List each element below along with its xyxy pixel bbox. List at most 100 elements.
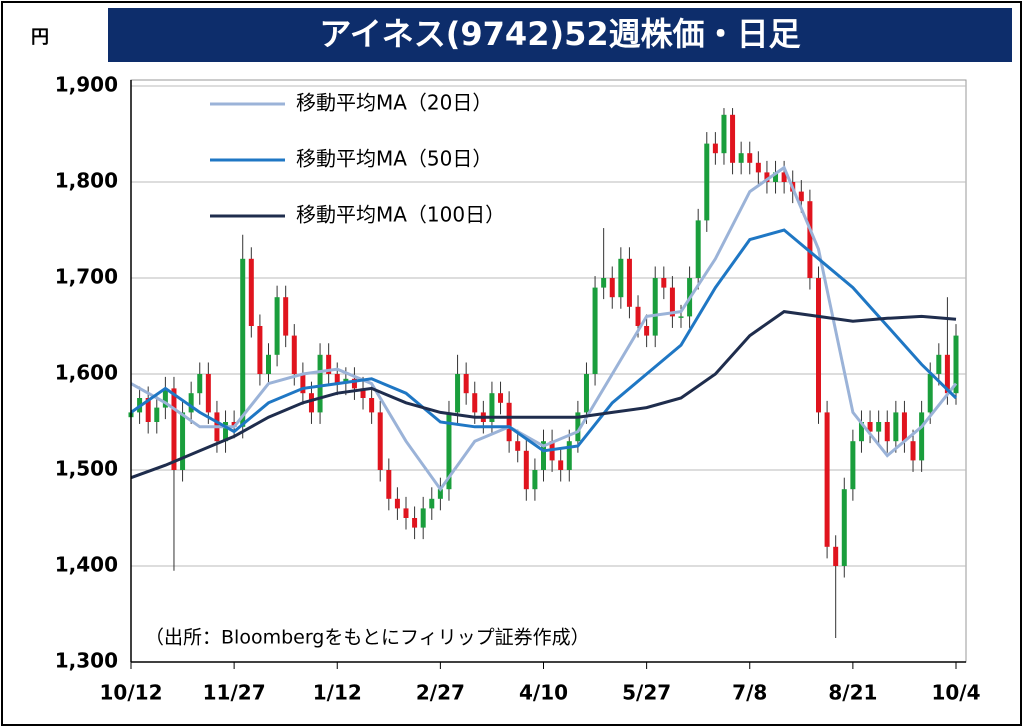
candle-body [498, 393, 504, 403]
y-tick-label: 1,600 [55, 361, 118, 385]
candle-body [884, 422, 890, 442]
candle-body [154, 407, 160, 422]
legend-label: 移動平均MA（50日） [296, 147, 492, 171]
candle-body [833, 546, 839, 566]
candle-body [308, 393, 314, 413]
candle-body [730, 114, 736, 163]
candle-body [755, 162, 761, 173]
candle-body [300, 374, 306, 394]
candle-body [583, 374, 589, 413]
candle-body [515, 441, 521, 451]
candle-body [661, 278, 667, 288]
candle-body [867, 422, 873, 432]
plot-area [130, 79, 967, 663]
candle-body [695, 220, 701, 278]
candle-body [678, 316, 684, 318]
candle-body [412, 518, 418, 528]
x-tick-label: 2/27 [416, 681, 465, 705]
candle-body [858, 422, 864, 442]
candle-body [472, 393, 478, 413]
x-tick-label: 5/27 [622, 681, 671, 705]
candle-body [609, 278, 615, 298]
candle-body [360, 388, 366, 398]
candle-body [635, 306, 641, 326]
chart-title: アイネス(9742)52週株価・日足 [319, 15, 800, 53]
candle-body [429, 498, 435, 509]
candle-body [351, 378, 357, 389]
candle-body [446, 412, 452, 490]
candle-body [936, 354, 942, 374]
candle-body [824, 412, 830, 547]
candle-body [652, 278, 658, 336]
candle-body [317, 354, 323, 413]
candle-body [506, 402, 512, 442]
candle-body [927, 374, 933, 413]
title-banner [108, 8, 1012, 62]
candle-body [257, 326, 263, 374]
candle-body [738, 153, 744, 163]
source-note: （出所：Bloombergをもとにフィリップ証券作成） [145, 627, 590, 649]
candle-body [626, 258, 632, 307]
candle-body [523, 450, 529, 490]
y-tick-label: 1,400 [55, 553, 118, 577]
x-tick-label: 1/12 [313, 681, 362, 705]
candle-body [326, 354, 332, 374]
candle-body [403, 508, 409, 518]
x-tick-label: 10/4 [931, 681, 980, 705]
candle-body [747, 153, 753, 163]
candle-body [205, 374, 211, 413]
candle-body [541, 441, 546, 470]
candle-body [386, 470, 392, 499]
candle-body [773, 172, 779, 182]
candle-body [223, 422, 229, 442]
candle-body [876, 422, 882, 432]
ma-line [130, 165, 958, 492]
ma-line [130, 228, 958, 453]
candle-body [455, 374, 461, 413]
legend-label: 移動平均MA（100日） [296, 203, 505, 227]
candle-body [841, 489, 847, 566]
candle-body [669, 287, 675, 317]
candle-body [334, 374, 340, 384]
ma-line [130, 310, 957, 480]
candle-body [283, 297, 289, 336]
x-tick-label: 10/12 [100, 681, 163, 705]
y-unit: 円 [31, 27, 49, 48]
candle-body [781, 172, 787, 182]
candle-body [394, 498, 400, 509]
candle-body [180, 412, 186, 470]
candle-body [162, 388, 168, 408]
candle-body [248, 258, 254, 326]
candle-body [910, 441, 916, 461]
candle-body [369, 398, 375, 413]
candle-body [816, 278, 821, 413]
candle-body [944, 354, 950, 394]
candle-body [188, 393, 194, 413]
candle-body [592, 287, 598, 374]
y-tick-label: 1,900 [55, 73, 118, 97]
candle-body [558, 460, 564, 470]
candle-body [893, 412, 899, 442]
candle-body [953, 335, 959, 394]
candle-body [712, 143, 718, 154]
candle-body [807, 201, 813, 278]
y-tick-label: 1,300 [55, 649, 118, 673]
candle-body [850, 441, 856, 490]
candle-body [798, 191, 804, 202]
candle-body [274, 297, 280, 355]
candle-body [901, 412, 907, 442]
candle-body [437, 489, 443, 499]
candle-body [291, 335, 297, 374]
x-tick-label: 4/10 [519, 681, 568, 705]
candle-body [377, 412, 383, 470]
x-tick-label: 11/27 [203, 681, 266, 705]
y-tick-label: 1,700 [55, 265, 118, 289]
candle-body [489, 393, 495, 422]
candle-body [266, 354, 271, 374]
y-tick-label: 1,500 [55, 457, 118, 481]
candle-body [618, 258, 624, 298]
candle-body [171, 388, 177, 470]
candle-body [764, 172, 770, 182]
